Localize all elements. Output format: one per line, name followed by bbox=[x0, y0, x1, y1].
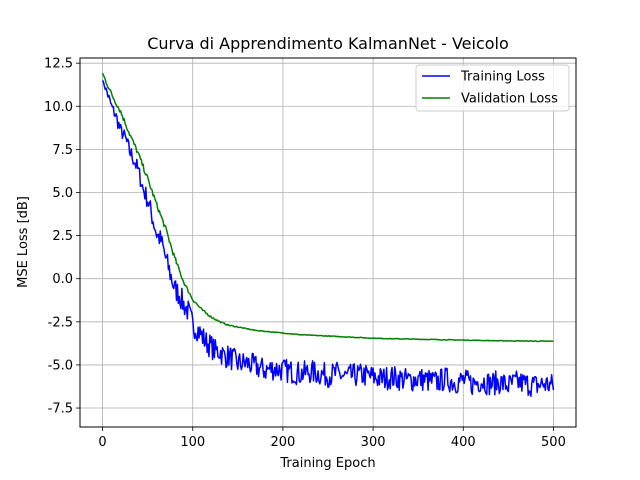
x-tick-label: 300 bbox=[361, 435, 386, 450]
legend-label: Training Loss bbox=[460, 70, 545, 85]
y-tick-label: 10.0 bbox=[44, 100, 73, 115]
y-tick-label: -2.5 bbox=[48, 315, 73, 330]
y-tick-label: 5.0 bbox=[52, 186, 73, 201]
y-tick-label: 7.5 bbox=[52, 143, 73, 158]
x-tick-label: 100 bbox=[180, 435, 205, 450]
x-axis-label: Training Epoch bbox=[279, 456, 375, 471]
grid bbox=[80, 58, 576, 427]
chart-title: Curva di Apprendimento KalmanNet - Veico… bbox=[147, 34, 509, 53]
series-line-training-loss bbox=[101, 80, 555, 398]
x-tick-label: 500 bbox=[541, 435, 566, 450]
legend-box bbox=[415, 64, 570, 112]
y-tick-label: -7.5 bbox=[48, 402, 73, 417]
legend: Training Loss Validation Loss bbox=[415, 64, 570, 112]
x-tick-label: 200 bbox=[270, 435, 295, 450]
x-tick-label: 0 bbox=[98, 435, 106, 450]
y-tick-label: 0.0 bbox=[52, 272, 73, 287]
y-tick-label: 2.5 bbox=[52, 229, 73, 244]
y-tick-label: -5.0 bbox=[48, 358, 73, 373]
legend-label: Validation Loss bbox=[461, 92, 558, 107]
series-line-validation-loss bbox=[101, 72, 554, 343]
y-tick-label: 12.5 bbox=[44, 57, 73, 72]
ticks: 0 100 200 300 400 500 -7.5 -5.0 -2.5 0.0 2.5 5.0 7.5… bbox=[44, 57, 566, 450]
plot-area-frame bbox=[79, 57, 577, 428]
series-layer bbox=[101, 72, 555, 398]
x-tick-label: 400 bbox=[451, 435, 476, 450]
y-axis-label: MSE Loss [dB] bbox=[16, 196, 31, 288]
